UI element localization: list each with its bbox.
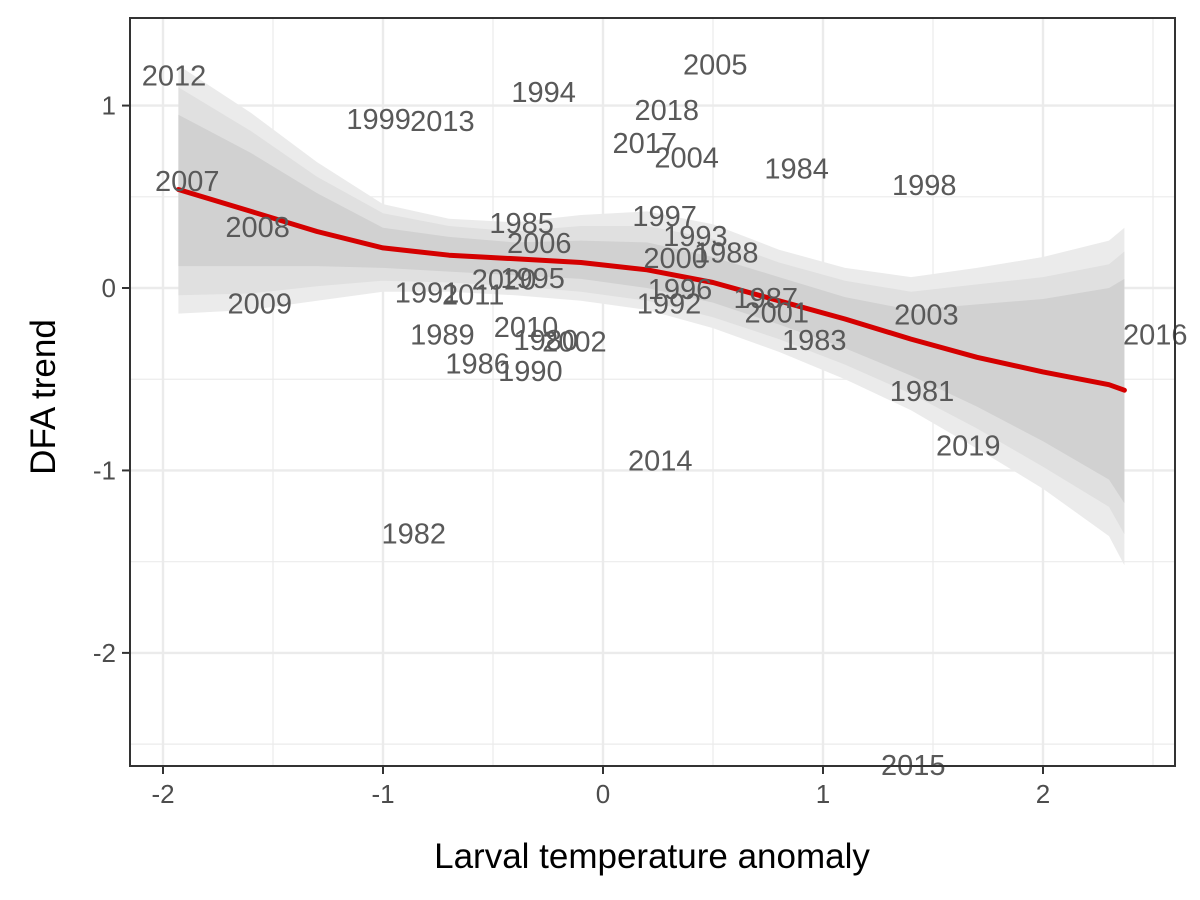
y-tick-label: 1 xyxy=(102,91,116,121)
panel-border xyxy=(129,17,1176,767)
x-tick-label: 0 xyxy=(596,779,610,809)
point-label-2013: 2013 xyxy=(410,106,475,138)
point-label-2017: 2017 xyxy=(613,128,678,160)
point-label-1994: 1994 xyxy=(511,77,576,109)
point-label-1998: 1998 xyxy=(892,170,957,202)
x-axis: -2 -1 0 1 2 xyxy=(151,766,1050,809)
trend-line-group xyxy=(175,187,1127,393)
y-tick-label: -2 xyxy=(93,638,116,668)
point-label-1988: 1988 xyxy=(694,237,759,269)
y-tick-label: -1 xyxy=(93,455,116,485)
x-tick-label: -2 xyxy=(151,779,174,809)
point-label-2007: 2007 xyxy=(155,166,220,198)
point-label-2000: 2000 xyxy=(643,243,708,275)
point-label-2014: 2014 xyxy=(628,445,693,477)
point-label-1980: 1980 xyxy=(514,325,579,357)
point-label-1993: 1993 xyxy=(663,221,728,253)
x-tick-label: 1 xyxy=(816,779,830,809)
point-label-1999: 1999 xyxy=(346,104,411,136)
point-label-2004: 2004 xyxy=(654,143,719,175)
y-axis-title: DFA trend xyxy=(24,319,63,475)
point-label-2016: 2016 xyxy=(1123,319,1188,351)
point-label-1985: 1985 xyxy=(489,208,554,240)
point-label-1989: 1989 xyxy=(410,319,475,351)
point-label-2012: 2012 xyxy=(142,60,207,92)
point-label-2001: 2001 xyxy=(745,298,810,330)
point-label-1991: 1991 xyxy=(395,278,460,310)
point-label-2009: 2009 xyxy=(228,288,293,320)
point-label-1990: 1990 xyxy=(498,356,563,388)
point-label-1997: 1997 xyxy=(632,201,697,233)
x-tick-label: 2 xyxy=(1036,779,1050,809)
point-label-2003: 2003 xyxy=(894,299,959,331)
point-label-1986: 1986 xyxy=(445,349,510,381)
point-label-2005: 2005 xyxy=(683,49,748,81)
y-tick-label: 0 xyxy=(102,273,116,303)
point-label-2020: 2020 xyxy=(472,265,537,297)
point-label-2011: 2011 xyxy=(442,279,504,311)
y-axis: -2 -1 0 1 xyxy=(93,91,130,668)
x-tick-label: -1 xyxy=(371,779,394,809)
point-label-2010: 2010 xyxy=(494,312,559,344)
point-label-1987: 1987 xyxy=(734,283,799,315)
point-label-1995: 1995 xyxy=(500,263,565,295)
point-label-1992: 1992 xyxy=(637,288,702,320)
point-label-1983: 1983 xyxy=(782,325,847,357)
point-label-1982: 1982 xyxy=(382,518,447,550)
point-label-2008: 2008 xyxy=(225,212,290,244)
point-label-2006: 2006 xyxy=(507,228,572,260)
x-axis-title: Larval temperature anomaly xyxy=(434,837,870,876)
point-label-1996: 1996 xyxy=(648,274,713,306)
point-label-2002: 2002 xyxy=(542,327,607,359)
confidence-bands xyxy=(178,65,1125,566)
band-inner xyxy=(178,114,1125,504)
point-label-2018: 2018 xyxy=(635,95,700,127)
point-label-2019: 2019 xyxy=(936,431,1001,463)
trend-line xyxy=(175,187,1127,393)
point-label-1981: 1981 xyxy=(890,376,955,408)
point-label-1984: 1984 xyxy=(764,153,829,185)
